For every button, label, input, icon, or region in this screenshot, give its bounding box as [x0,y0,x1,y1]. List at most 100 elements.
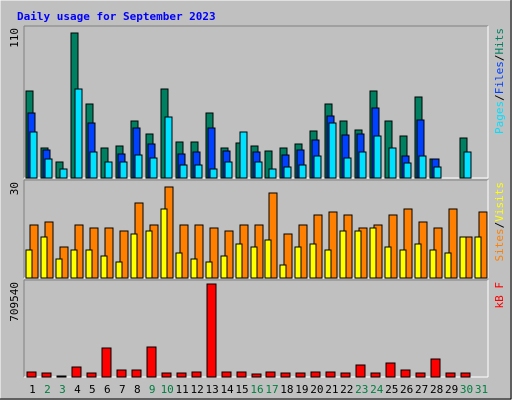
kbytes-bar-kb-f-day-20 [310,371,321,378]
legend-kb-f: kB F [493,282,506,309]
x-label-day-11: 11 [176,383,189,396]
sites-visits-bar-visits-day-11 [175,252,183,279]
kbytes-bar-kb-f-day-10 [161,372,172,378]
kbytes-bar-kb-f-day-25 [385,362,396,378]
kbytes-bar-kb-f-day-18 [280,372,291,378]
hits-files-pages-bar-pages-day-11 [179,164,188,179]
kbytes-legend: kB F [493,282,506,309]
hits-files-pages-bar-pages-day-7 [119,161,128,179]
kbytes-bar-kb-f-day-29 [445,372,456,378]
hits-files-pages-bar-pages-day-25 [388,147,397,179]
sites-visits-bar-sites-day-26 [403,208,413,279]
x-label-day-10: 10 [161,383,174,396]
hits-files-pages-bar-pages-day-28 [433,166,442,179]
kbytes-bar-kb-f-day-13 [206,283,217,378]
chart-title: Daily usage for September 2023 [17,10,216,23]
x-label-day-14: 14 [220,383,234,396]
x-label-day-30: 30 [460,383,473,396]
legend-separator: / [493,55,506,62]
x-label-day-8: 8 [134,383,141,396]
x-label-day-6: 6 [104,383,111,396]
hits-files-pages-bar-pages-day-16 [254,161,263,179]
sites-visits-bar-visits-day-4 [70,249,78,279]
x-label-day-2: 2 [44,383,51,396]
sites-visits-bar-visits-day-25 [384,246,392,279]
sites-visits-bar-sites-day-21 [328,211,338,279]
sites-visits-bar-visits-day-2 [40,236,48,279]
sites-visits-legend: Sites/Visits [493,182,506,262]
kbytes-bar-kb-f-day-27 [415,372,426,378]
x-label-day-25: 25 [385,383,398,396]
x-label-day-28: 28 [430,383,443,396]
x-label-day-13: 13 [205,383,218,396]
x-label-day-5: 5 [89,383,96,396]
hits-files-pages-bar-pages-day-6 [104,161,113,179]
kbytes-bar-kb-f-day-16 [251,373,262,378]
x-label-day-21: 21 [325,383,338,396]
sites-visits-panel: 30 Sites/Visits [8,179,506,279]
sites-visits-bar-sites-day-7 [119,230,129,279]
kbytes-bar-kb-f-day-30 [460,372,471,378]
x-label-day-18: 18 [280,383,293,396]
hits-files-pages-bar-pages-day-1 [29,131,38,179]
hits-files-pages-bar-pages-day-12 [194,164,203,179]
hits-files-pages-bar-pages-day-9 [149,157,158,179]
sites-visits-bar-visits-day-14 [220,255,228,279]
hits-files-pages-bar-pages-day-26 [403,162,412,179]
sites-visits-bar-visits-day-10 [160,208,168,279]
sites-visits-bar-visits-day-16 [250,246,258,279]
x-label-day-31: 31 [475,383,488,396]
sites-visits-bar-visits-day-26 [399,249,407,279]
x-label-day-19: 19 [295,383,308,396]
kbytes-bar-kb-f-day-22 [340,372,351,378]
sites-visits-bar-sites-day-17 [268,192,278,279]
x-label-day-15: 15 [235,383,248,396]
hits-files-pages-bar-pages-day-3 [59,168,68,179]
sites-visits-bar-visits-day-24 [369,227,377,279]
sites-visits-bar-visits-day-7 [115,261,123,279]
x-label-day-26: 26 [400,383,413,396]
hits-files-pages-bar-pages-day-14 [224,161,233,179]
sites-visits-bar-sites-day-18 [283,233,293,279]
x-label-day-17: 17 [265,383,278,396]
legend-separator: / [493,94,506,101]
kbytes-bar-kb-f-day-5 [86,372,97,378]
legend-hits: Hits [493,28,506,55]
x-label-day-27: 27 [415,383,428,396]
sites-visits-bar-visits-day-28 [429,249,437,279]
x-label-day-20: 20 [310,383,323,396]
sites-visits-bar-visits-day-1 [25,249,33,279]
hits-files-pages-bar-pages-day-21 [328,122,337,179]
x-label-day-23: 23 [355,383,368,396]
legend-sites: Sites [493,228,506,261]
sites-visits-bar-sites-day-6 [104,227,114,279]
hits-files-pages-bar-pages-day-15 [239,131,248,179]
sites-visits-bar-visits-day-18 [279,264,287,279]
kbytes-bar-kb-f-day-15 [236,371,247,378]
kbytes-bar-kb-f-day-19 [295,372,306,378]
sites-visits-bar-visits-day-17 [264,239,272,279]
kbytes-bar-kb-f-day-11 [176,372,187,378]
hits-files-pages-bar-pages-day-4 [74,88,83,179]
hits-files-pages-bar-pages-day-13 [209,168,218,179]
kbytes-bar-kb-f-day-12 [191,371,202,378]
sites-visits-bar-visits-day-22 [339,230,347,279]
sites-visits-bar-visits-day-23 [354,230,362,279]
sites-visits-bar-visits-day-31 [474,236,482,279]
sites-visits-bar-sites-day-14 [224,230,234,279]
legend-separator: / [493,222,506,229]
sites-visits-bar-visits-day-27 [414,243,422,279]
hits-files-pages-bar-pages-day-23 [358,151,367,179]
hits-files-pages-bar-pages-day-18 [283,166,292,179]
hits-files-pages-bar-pages-day-19 [298,164,307,179]
sites-visits-bar-visits-day-5 [85,249,93,279]
sites-visits-bar-visits-day-8 [130,233,138,279]
hits-files-pages-bar-pages-day-22 [343,157,352,179]
x-label-day-22: 22 [340,383,353,396]
hits-files-pages-legend: Pages/Files/Hits [493,28,506,134]
hits-files-pages-bar-pages-day-2 [44,158,53,179]
sites-visits-bar-visits-day-20 [309,243,317,279]
kbytes-bar-kb-f-day-28 [430,358,441,378]
